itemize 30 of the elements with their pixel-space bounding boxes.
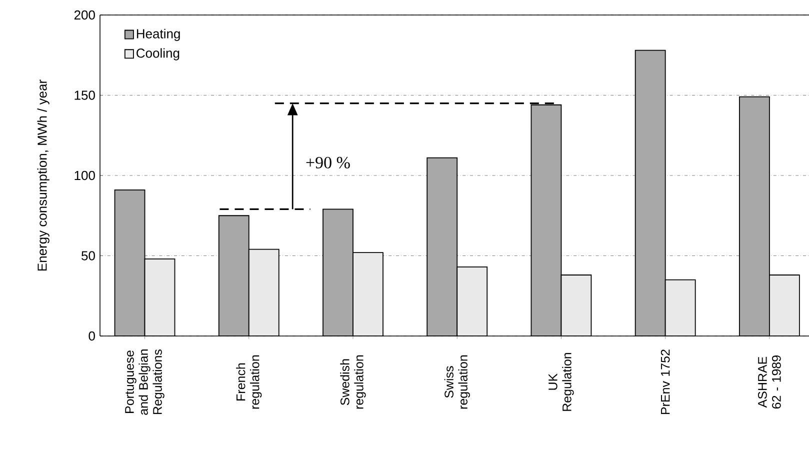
x-tick-label: French regulation xyxy=(236,355,262,409)
bar xyxy=(248,248,280,336)
legend-label: Heating xyxy=(136,28,180,41)
bar xyxy=(560,274,592,336)
bar xyxy=(322,208,354,336)
bar xyxy=(426,157,458,336)
bar xyxy=(218,215,250,336)
x-tick-label: Portuguese and Belgian Regulations xyxy=(125,349,164,415)
bar xyxy=(352,252,384,336)
bar xyxy=(769,274,800,336)
x-tick-label: Swedish regulation xyxy=(340,355,366,409)
x-tick-label: ASHRAE 62 - 1989 xyxy=(758,356,781,409)
y-tick-label: 0 xyxy=(88,331,95,341)
y-tick-label: 150 xyxy=(74,90,95,100)
bar xyxy=(144,258,176,336)
x-tick-label: PrEnv 1752 xyxy=(660,350,670,414)
bar xyxy=(456,266,488,336)
y-tick-label: 50 xyxy=(82,251,95,260)
bar xyxy=(114,189,146,336)
bar xyxy=(530,104,562,336)
annotation: +90 % xyxy=(306,156,350,168)
y-axis-title: Energy consumption, MWh / year xyxy=(37,80,50,271)
bar xyxy=(634,50,666,336)
y-tick-label: 100 xyxy=(74,170,95,180)
legend-label: Cooling xyxy=(136,48,180,60)
y-tick-label: 200 xyxy=(74,10,95,20)
x-tick-label: Swiss regulation xyxy=(444,355,470,409)
bar xyxy=(738,96,770,336)
bar xyxy=(664,279,696,336)
x-tick-label: UK Regulation xyxy=(548,352,574,411)
